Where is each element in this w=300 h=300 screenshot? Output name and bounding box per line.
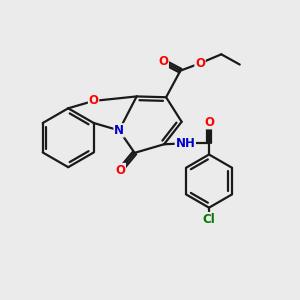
Text: Cl: Cl — [203, 213, 215, 226]
Text: O: O — [88, 94, 99, 107]
Text: NH: NH — [176, 137, 195, 150]
Text: O: O — [195, 57, 205, 70]
Text: N: N — [114, 124, 124, 137]
Text: O: O — [158, 55, 168, 68]
Text: O: O — [115, 164, 125, 176]
Text: O: O — [204, 116, 214, 129]
